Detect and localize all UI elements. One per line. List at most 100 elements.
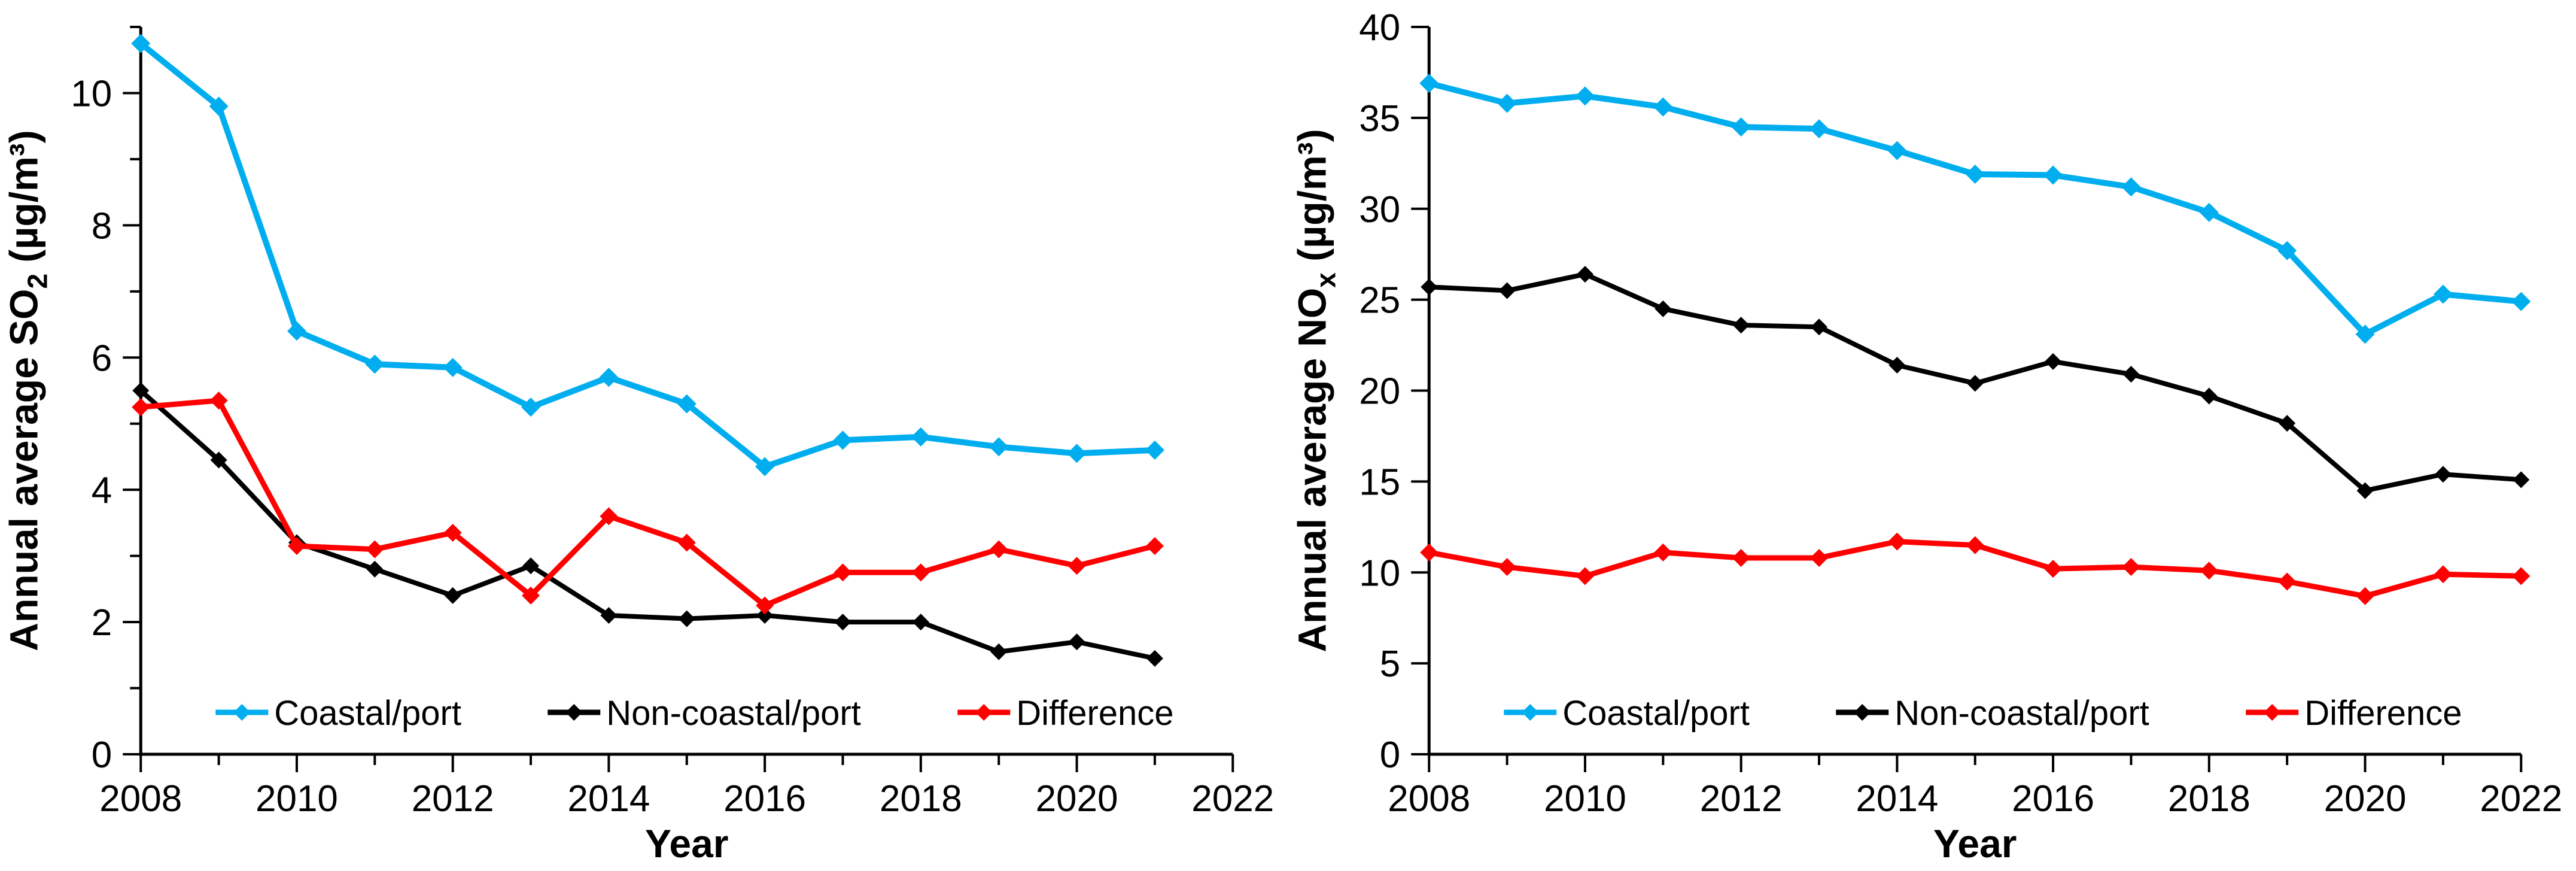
so2-chart-panel: 0 2 4 6 8 10 2008 2010 2012 2014 2016 2018 2020 2022 C… — [0, 0, 1288, 871]
legend-diamond-icon-coastal-port — [233, 704, 251, 721]
data-point-coastal-port — [1419, 74, 1438, 93]
legend-diamond-icon-non-coastal-port — [1853, 704, 1871, 721]
x-axis-tick-label: 2020 — [1036, 778, 1118, 820]
data-point-non-coastal-port — [1888, 356, 1905, 374]
x-axis-tick-label: 2008 — [1388, 778, 1470, 820]
x-axis-title: Year — [645, 821, 728, 866]
x-axis-tick-label: 2008 — [99, 778, 182, 820]
data-point-difference — [990, 540, 1008, 559]
data-point-difference — [209, 392, 228, 410]
data-point-coastal-port — [1575, 86, 1595, 106]
data-point-coastal-port — [2199, 202, 2219, 222]
x-axis-tick-label: 2020 — [2323, 778, 2406, 820]
data-point-coastal-port — [2355, 324, 2375, 344]
data-point-difference — [522, 586, 540, 605]
data-point-difference — [2200, 562, 2218, 580]
y-axis-tick-label: 4 — [92, 470, 112, 511]
data-point-coastal-port — [1731, 117, 1751, 137]
data-point-coastal-port — [1145, 440, 1164, 460]
data-point-non-coastal-port — [1732, 317, 1750, 334]
data-point-difference — [834, 563, 852, 582]
data-point-coastal-port — [521, 397, 541, 417]
legend-label: Coastal/port — [1562, 694, 1750, 733]
y-axis-title: Annual average NOx (µg/m³) — [1289, 129, 1341, 652]
legend-item-difference: Difference — [2245, 694, 2462, 733]
data-point-difference — [1576, 567, 1594, 585]
x-axis-tick-label: 2014 — [567, 778, 650, 820]
y-axis-tick-label: 5 — [1379, 644, 1400, 685]
data-point-coastal-port — [2043, 165, 2063, 185]
data-point-coastal-port — [1809, 119, 1829, 139]
data-point-non-coastal-port — [1810, 318, 1827, 336]
data-point-difference — [2121, 558, 2140, 576]
data-point-non-coastal-port — [444, 587, 461, 604]
data-point-non-coastal-port — [2200, 387, 2218, 405]
legend-item-difference: Difference — [957, 694, 1174, 733]
data-point-non-coastal-port — [1576, 266, 1593, 283]
data-point-difference — [1419, 543, 1438, 562]
x-axis-tick-label: 2012 — [1699, 778, 1782, 820]
nox-chart-panel: 0 5 10 15 20 25 30 35 40 2008 2010 2012 2014 2016 2018… — [1288, 0, 2576, 871]
data-point-non-coastal-port — [132, 382, 150, 399]
so2-line-chart: 0 2 4 6 8 10 2008 2010 2012 2014 2016 2018 2020 2022 C… — [0, 0, 1288, 871]
data-point-coastal-port — [1965, 165, 1985, 184]
data-point-difference — [2356, 587, 2374, 605]
y-axis-tick-label: 35 — [1359, 98, 1400, 139]
legend-label: Non-coastal/port — [1894, 694, 2149, 733]
data-point-non-coastal-port — [1146, 650, 1163, 667]
data-point-non-coastal-port — [366, 560, 384, 578]
data-point-coastal-port — [365, 354, 385, 374]
data-point-non-coastal-port — [990, 643, 1008, 660]
x-axis-tick-label: 2010 — [256, 778, 338, 820]
data-point-non-coastal-port — [1420, 278, 1437, 296]
data-point-non-coastal-port — [210, 451, 227, 469]
data-point-difference — [1145, 537, 1164, 556]
x-axis-title: Year — [1933, 821, 2017, 866]
data-point-non-coastal-port — [756, 607, 774, 624]
data-point-coastal-port — [1887, 141, 1906, 160]
legend-diamond-icon-difference — [975, 704, 993, 721]
data-point-non-coastal-port — [1966, 375, 1984, 392]
legend-item-non-coastal-port: Non-coastal/port — [1835, 694, 2149, 733]
data-point-difference — [1498, 558, 1516, 576]
data-point-coastal-port — [1497, 93, 1517, 113]
y-axis-tick-label: 0 — [92, 735, 112, 776]
data-point-non-coastal-port — [1498, 282, 1516, 299]
legend-item-coastal-port: Coastal/port — [215, 694, 461, 733]
data-point-difference — [443, 523, 462, 542]
data-point-non-coastal-port — [600, 607, 618, 624]
data-point-difference — [366, 540, 384, 559]
y-axis-tick-label: 10 — [1359, 553, 1400, 594]
legend-diamond-icon-coastal-port — [1521, 704, 1538, 721]
y-axis-tick-label: 2 — [92, 602, 112, 644]
legend-label: Coastal/port — [274, 694, 461, 733]
data-point-difference — [1966, 536, 1984, 554]
data-point-non-coastal-port — [2434, 466, 2452, 483]
x-axis-tick-label: 2018 — [880, 778, 962, 820]
data-point-coastal-port — [287, 321, 306, 341]
x-axis-tick-label: 2012 — [412, 778, 494, 820]
data-point-difference — [2434, 565, 2452, 584]
chart-background — [0, 0, 1288, 871]
data-point-coastal-port — [599, 368, 619, 387]
data-point-difference — [2511, 567, 2530, 585]
data-point-difference — [2043, 560, 2062, 578]
data-point-coastal-port — [833, 430, 853, 450]
legend-label: Non-coastal/port — [606, 694, 861, 733]
data-point-difference — [677, 533, 696, 552]
x-axis-tick-label: 2010 — [1543, 778, 1626, 820]
data-point-coastal-port — [1067, 444, 1087, 463]
y-axis-tick-label: 40 — [1359, 7, 1400, 48]
data-point-non-coastal-port — [2278, 415, 2295, 432]
data-point-difference — [132, 398, 150, 417]
y-axis-title: Annual average SO2 (µg/m³) — [1, 130, 53, 651]
data-point-coastal-port — [677, 394, 697, 414]
legend-diamond-icon-difference — [2263, 704, 2280, 721]
y-axis-tick-label: 20 — [1359, 371, 1400, 412]
data-point-difference — [2277, 572, 2296, 591]
y-axis-tick-label: 10 — [71, 73, 112, 114]
y-axis-tick-label: 30 — [1359, 189, 1400, 230]
data-point-non-coastal-port — [2122, 366, 2139, 383]
legend-diamond-icon-non-coastal-port — [565, 704, 583, 721]
